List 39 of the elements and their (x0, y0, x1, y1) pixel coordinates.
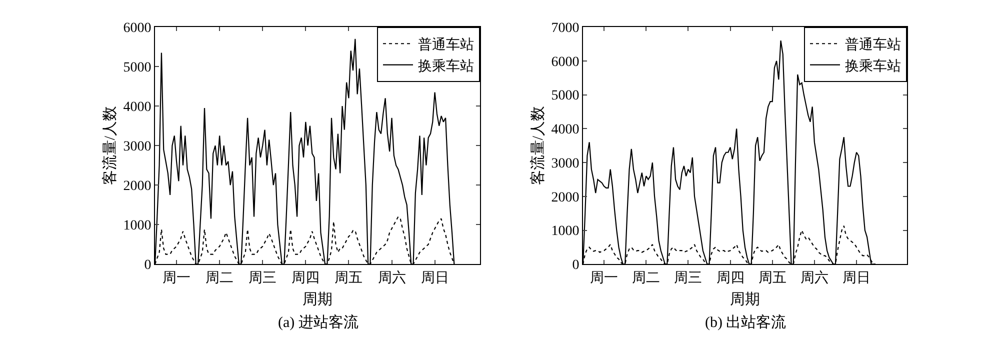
y-axis-title: 客流量/人数 (101, 106, 118, 186)
x-tick-label: 周五 (334, 270, 363, 286)
legend-label: 换乘车站 (418, 58, 474, 74)
x-tick-label: 周六 (378, 270, 406, 286)
y-tick-label: 0 (144, 258, 152, 274)
x-tick-label: 周四 (292, 270, 320, 286)
x-tick-label: 周四 (716, 270, 744, 286)
y-tick-label: 1000 (123, 218, 152, 234)
text: (b) 出站客流 (705, 314, 786, 331)
x-tick-label: 周日 (842, 270, 871, 286)
x-axis-title: 周期 (302, 290, 332, 308)
y-tick-label: 5000 (123, 60, 152, 76)
y-axis-title: 客流量/人数 (529, 106, 546, 186)
y-tick-label: 4000 (123, 100, 152, 115)
x-tick-label: 周五 (758, 270, 786, 286)
x-axis-title: 周期 (730, 290, 760, 308)
x-tick-label: 周三 (674, 270, 702, 286)
y-tick-label: 3000 (551, 156, 580, 172)
x-tick-label: 周二 (632, 270, 660, 286)
y-tick-label: 7000 (551, 20, 580, 36)
y-tick-label: 2000 (123, 179, 152, 194)
x-tick-label: 周六 (800, 270, 828, 286)
legend-label: 换乘车站 (845, 58, 901, 74)
text: (a) 进站客流 (278, 314, 358, 331)
y-tick-label: 0 (572, 258, 580, 274)
y-tick-label: 4000 (551, 122, 580, 138)
x-tick-label: 周日 (420, 270, 449, 286)
legend-label: 普通车站 (418, 36, 474, 54)
y-tick-label: 6000 (123, 20, 152, 36)
y-tick-label: 5000 (551, 88, 580, 104)
y-tick-label: 2000 (551, 190, 580, 206)
x-tick-label: 周一 (590, 270, 618, 286)
y-tick-label: 1000 (551, 224, 580, 240)
x-tick-label: 周二 (206, 270, 234, 286)
y-tick-label: 6000 (551, 54, 580, 70)
y-tick-label: 3000 (123, 139, 152, 154)
legend-label: 普通车站 (845, 36, 901, 54)
x-tick-label: 周三 (248, 270, 277, 286)
x-tick-label: 周一 (162, 270, 191, 286)
